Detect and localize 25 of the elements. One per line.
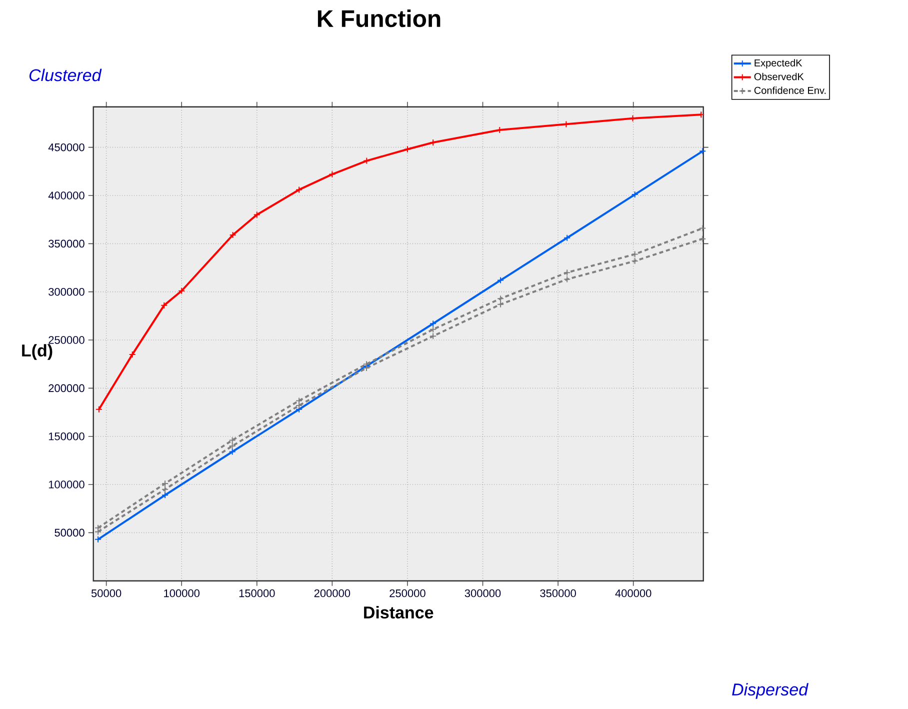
y-tick-label: 400000 xyxy=(48,192,84,200)
x-tick-label: 400000 xyxy=(615,589,652,598)
x-tick-label: 100000 xyxy=(164,589,200,598)
y-tick-label: 150000 xyxy=(48,432,84,440)
x-tick-label: 200000 xyxy=(314,589,350,598)
y-tick-label: 350000 xyxy=(48,240,84,248)
chart-title: K Function xyxy=(318,10,440,28)
y-tick-label: 50000 xyxy=(54,528,84,537)
text: Dispersed xyxy=(732,683,808,699)
y-tick-label: 200000 xyxy=(48,384,84,392)
y-tick-label: 100000 xyxy=(48,480,84,488)
x-tick-label: 50000 xyxy=(91,589,122,598)
legend-label: Confidence Env. xyxy=(754,86,826,94)
x-tick-label: 350000 xyxy=(540,589,576,598)
legend-label: ObservedK xyxy=(754,72,804,80)
x-tick-label: 250000 xyxy=(390,589,426,598)
y-tick-label: 250000 xyxy=(48,336,84,344)
y-axis-title: L(d) xyxy=(22,344,52,360)
x-tick-label: 300000 xyxy=(464,589,501,598)
y-tick-label: 300000 xyxy=(48,288,84,296)
x-axis-title: Distance xyxy=(364,606,434,619)
text: Clustered xyxy=(29,68,102,82)
legend-label: ExpectedK xyxy=(754,59,802,68)
x-tick-label: 150000 xyxy=(239,589,275,598)
y-tick-label: 450000 xyxy=(48,143,84,152)
